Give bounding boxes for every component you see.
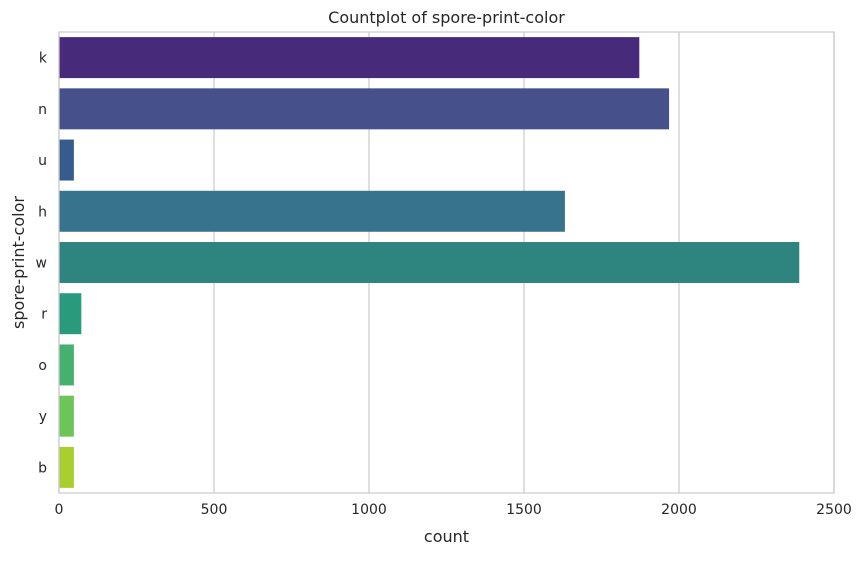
y-tick-label-h: h xyxy=(38,204,47,220)
x-axis-label: count xyxy=(424,527,469,546)
x-tick-label: 500 xyxy=(201,502,228,518)
chart-title: Countplot of spore-print-color xyxy=(328,8,565,27)
y-axis-label: spore-print-color xyxy=(9,196,28,329)
y-tick-label-u: u xyxy=(38,153,47,169)
y-tick-label-y: y xyxy=(39,409,47,425)
bar-y xyxy=(59,395,74,437)
x-tick-labels: 0 500 1000 1500 2000 2500 xyxy=(55,502,852,518)
y-tick-label-b: b xyxy=(38,460,47,476)
bar-n xyxy=(59,88,670,130)
bar-u xyxy=(59,139,74,181)
y-tick-labels: k n u h w r o y b xyxy=(36,51,48,477)
bar-h xyxy=(59,190,565,232)
x-tick-label: 1000 xyxy=(351,502,387,518)
y-tick-label-w: w xyxy=(36,256,47,272)
bar-r xyxy=(59,293,82,335)
y-tick-label-k: k xyxy=(39,51,48,67)
bar-o xyxy=(59,344,74,386)
x-tick-label: 0 xyxy=(55,502,64,518)
bar-k xyxy=(59,37,640,79)
y-tick-label-r: r xyxy=(41,307,47,323)
x-tick-label: 2000 xyxy=(661,502,697,518)
x-tick-label: 1500 xyxy=(506,502,542,518)
bar-b xyxy=(59,446,74,488)
y-tick-label-n: n xyxy=(38,102,47,118)
bar-w xyxy=(59,242,800,283)
y-tick-label-o: o xyxy=(38,358,47,374)
x-tick-label: 2500 xyxy=(816,502,852,518)
bars xyxy=(59,37,800,488)
plot-frame xyxy=(58,31,835,494)
